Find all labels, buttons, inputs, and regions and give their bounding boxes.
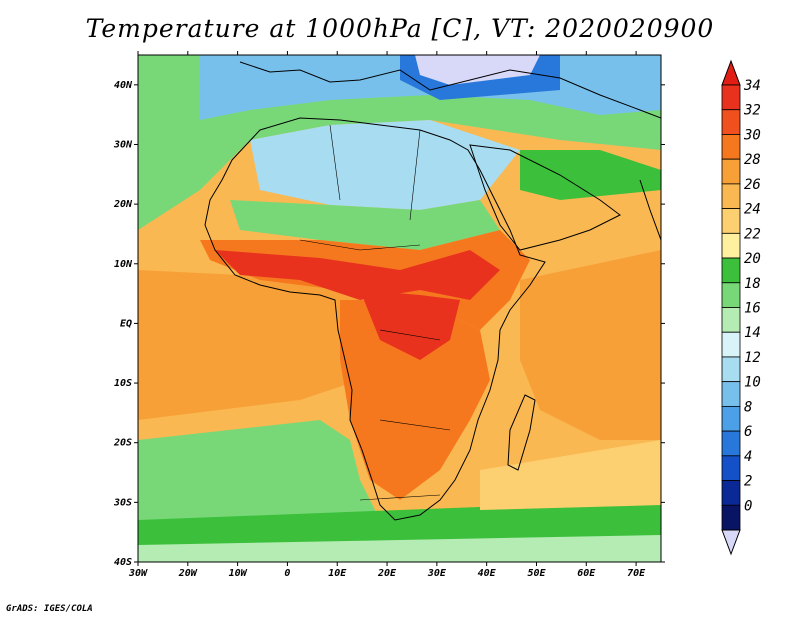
colorbar-segment	[721, 405, 741, 432]
lon-tick-label: 30E	[427, 568, 447, 579]
field-south-atlantic	[138, 420, 380, 540]
colorbar-under-arrow	[721, 529, 741, 556]
colorbar-label: 12	[744, 350, 761, 366]
field-south-indian	[480, 440, 661, 510]
colorbar-label: 30	[743, 127, 761, 143]
lon-tick-label: 0	[284, 568, 290, 579]
longitude-ticks: 30W 20W 10W 0 10E 20E 30E 40E 50E 60E 70E	[128, 51, 646, 579]
lat-tick-label: 10S	[114, 378, 132, 389]
colorbar-label: 22	[744, 226, 761, 242]
latitude-ticks: 40N 30N 20N 10N EQ 10S 20S 30S 40S	[113, 80, 665, 568]
colorbar-segment	[721, 257, 741, 284]
temperature-field	[138, 55, 661, 562]
field-central-africa-warm	[340, 300, 490, 500]
colorbar-segment	[721, 158, 741, 185]
lat-tick-label: 20N	[113, 199, 133, 210]
colorbar-label: 16	[744, 301, 761, 317]
field-far-south	[138, 535, 661, 562]
colorbar-segment	[721, 455, 741, 481]
field-turkey-cold	[415, 55, 540, 85]
field-sahara-green	[230, 200, 500, 250]
lon-tick-label: 30W	[128, 568, 148, 579]
colorbar-label: 4	[744, 449, 752, 465]
colorbar-label: 6	[744, 424, 752, 440]
colorbar-segment	[721, 331, 741, 358]
coastline-india	[639, 179, 661, 241]
border-lines	[299, 124, 451, 501]
lon-tick-label: 50E	[527, 568, 546, 579]
colorbar-label: 8	[744, 399, 752, 415]
coastline-africa	[204, 117, 546, 521]
lat-tick-label: 20S	[113, 438, 132, 449]
field-indian-ocean	[520, 250, 661, 440]
coastline-arabia	[469, 144, 621, 251]
lon-tick-label: 20E	[377, 568, 397, 579]
colorbar-segment	[721, 430, 741, 457]
coastline-europe	[239, 61, 661, 119]
field-central-africa-hot	[360, 290, 460, 360]
lat-tick-label: 10N	[114, 259, 133, 270]
lon-tick-label: 20W	[178, 568, 198, 579]
colorbar-label: 24	[744, 202, 761, 218]
lat-tick-label: 40S	[114, 557, 132, 568]
lon-tick-label: 10W	[229, 568, 248, 579]
map-frame	[137, 54, 662, 563]
coastlines	[204, 61, 661, 521]
colorbar-segment	[721, 134, 741, 160]
colorbar-label: 10	[744, 375, 761, 391]
colorbar-segment	[721, 183, 741, 210]
colorbar-segment	[721, 282, 741, 308]
grads-credit: GrADS: IGES/COLA	[6, 604, 93, 614]
lon-tick-label: 70E	[627, 568, 646, 579]
colorbar-segment	[721, 232, 741, 259]
colorbar-label: 18	[744, 276, 761, 292]
colorbar-segment	[721, 480, 741, 506]
map-title: Temperature at 1000hPa [C], VT: 20200209…	[85, 14, 715, 43]
colorbar-segment	[721, 307, 741, 333]
lon-tick-label: 10E	[328, 568, 347, 579]
colorbar-label: 2	[744, 474, 752, 490]
colorbar-label: 32	[743, 103, 761, 119]
coastline-madagascar	[507, 394, 536, 471]
colorbar-segment	[721, 208, 741, 234]
field-arabia-green	[520, 150, 661, 200]
colorbar-label: 28	[744, 152, 761, 168]
colorbar-segment	[721, 109, 741, 135]
field-sahara-cool	[250, 120, 520, 210]
field-sahel-hot	[215, 250, 500, 300]
colorbar-label: 26	[744, 177, 761, 193]
colorbar-segment	[721, 84, 741, 111]
colorbar-label: 20	[744, 251, 761, 267]
lat-tick-label: EQ	[120, 318, 132, 329]
colorbar-label: 0	[744, 498, 752, 514]
field-tropical-ocean	[138, 270, 360, 420]
colorbar-segment	[721, 504, 741, 531]
lat-tick-label: 30N	[113, 139, 133, 150]
colorbar-label: 34	[743, 78, 761, 94]
lon-tick-label: 40E	[478, 568, 497, 579]
colorbar-over-arrow	[721, 59, 741, 86]
lon-tick-label: 60E	[577, 568, 596, 579]
lat-tick-label: 30S	[113, 497, 132, 508]
colorbar-segment	[721, 381, 741, 407]
colorbar-segment	[721, 356, 741, 383]
lat-tick-label: 40N	[114, 80, 133, 91]
colorbar-label: 14	[744, 325, 761, 341]
